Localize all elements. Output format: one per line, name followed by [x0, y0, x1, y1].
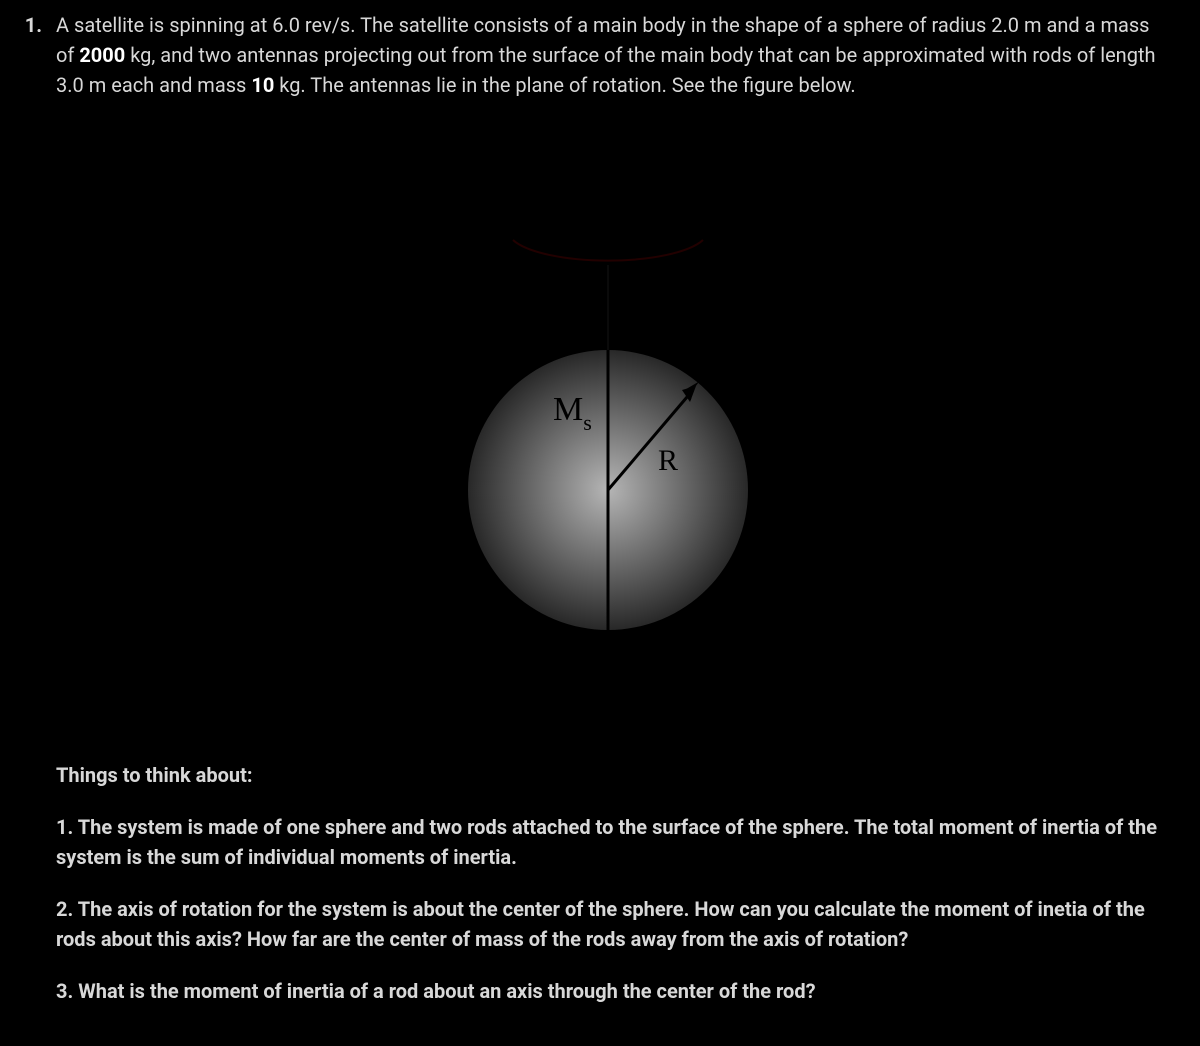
- problem-text-part3: kg. The antennas lie in the plane of rot…: [274, 73, 855, 97]
- hint-2: 2. The axis of rotation for the system i…: [56, 894, 1160, 954]
- label-Ms-main: M: [553, 391, 583, 428]
- hint-3: 3. What is the moment of inertia of a ro…: [56, 976, 1160, 1006]
- figure: Ms R: [298, 140, 918, 700]
- satellite-diagram: Ms R: [298, 140, 918, 700]
- problem-body: A satellite is spinning at 6.0 rev/s. Th…: [56, 10, 1160, 1028]
- problem-text-bold2: 10: [251, 73, 274, 97]
- rotation-arc-icon: [513, 240, 703, 261]
- problem-container: 1. A satellite is spinning at 6.0 rev/s.…: [20, 10, 1160, 1028]
- hint-1: 1. The system is made of one sphere and …: [56, 812, 1160, 872]
- problem-text: A satellite is spinning at 6.0 rev/s. Th…: [56, 10, 1160, 100]
- label-Ms-sub: s: [583, 410, 592, 435]
- problem-number: 1.: [20, 10, 42, 40]
- hints-heading: Things to think about:: [56, 760, 1160, 790]
- problem-text-bold1: 2000: [79, 43, 125, 67]
- figure-wrap: Ms R: [56, 140, 1160, 700]
- label-R: R: [658, 444, 678, 477]
